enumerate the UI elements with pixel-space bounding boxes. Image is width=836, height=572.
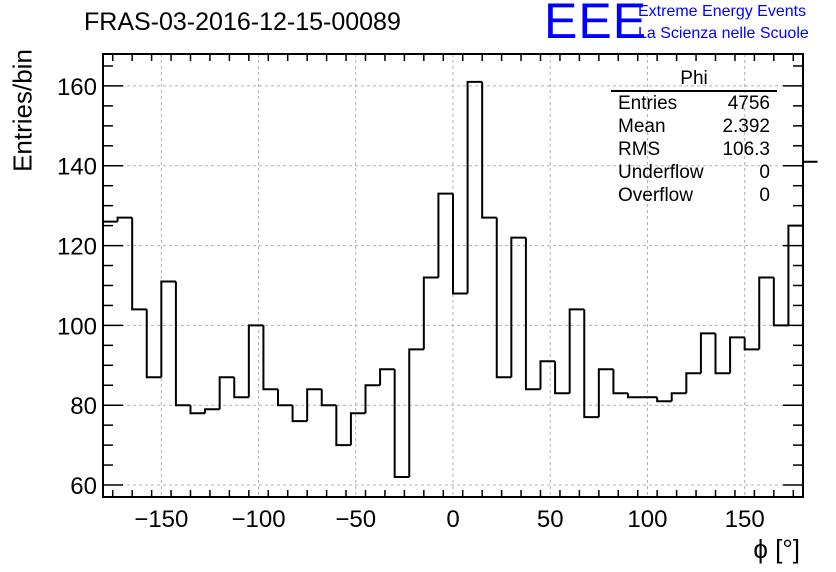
- histogram-bin: [729, 336, 745, 374]
- histogram-bin: [510, 236, 526, 378]
- histogram-bin: [656, 397, 672, 403]
- histogram-bin: [393, 369, 410, 479]
- histogram-bin: [218, 376, 235, 410]
- stats-row-mean: Mean 2.392: [611, 115, 777, 138]
- histogram-bin: [277, 389, 293, 407]
- stats-value: 106.3: [722, 139, 770, 160]
- histogram-bin: [699, 332, 716, 374]
- histogram-bars: [102, 80, 818, 497]
- eee-logo: EEE: [544, 0, 648, 49]
- x-axis-label: ϕ [°]: [753, 534, 800, 564]
- grid-lines: [103, 54, 803, 497]
- x-tick-label: 150: [725, 506, 765, 533]
- y-axis-label: Entries/bin: [7, 49, 38, 172]
- histogram-bin: [174, 281, 191, 407]
- stats-label: RMS: [618, 139, 661, 160]
- y-tick-label: 160: [57, 74, 97, 101]
- histogram-bin: [481, 81, 497, 219]
- x-tick-label: 100: [627, 506, 667, 533]
- x-tick-label: −150: [134, 506, 188, 533]
- histogram-bin: [466, 80, 483, 294]
- histogram-bin: [247, 324, 264, 398]
- histogram-bin: [320, 389, 337, 407]
- histogram-bin: [233, 377, 249, 399]
- tick-labels: −150 −100 −50 0 50 100 150 60 80 100 120 140 160: [57, 74, 765, 533]
- histogram-bin: [670, 392, 687, 402]
- stats-value: 0: [759, 162, 770, 183]
- histogram-bin: [772, 277, 789, 327]
- histogram-bin: [787, 224, 803, 326]
- y-tick-label: 60: [70, 473, 97, 500]
- stats-value: 0: [759, 185, 770, 206]
- stats-row-rms: RMS 106.3: [611, 138, 777, 161]
- histogram-bin: [379, 368, 395, 386]
- histogram-bin: [306, 388, 322, 422]
- stats-title: Phi: [611, 68, 777, 92]
- histogram-bin: [554, 361, 570, 395]
- histogram-bin: [612, 369, 628, 395]
- x-tick-label: 0: [446, 506, 459, 533]
- stats-label: Overflow: [618, 185, 693, 206]
- histogram-bin: [495, 217, 512, 379]
- x-tick-label: 50: [537, 506, 564, 533]
- histogram-bin: [145, 309, 162, 379]
- stats-row-entries: Entries 4756: [611, 92, 777, 115]
- histogram-bin: [364, 384, 381, 414]
- histogram-bin: [335, 405, 351, 447]
- histogram-bin: [291, 405, 308, 423]
- histogram-bin: [583, 309, 599, 419]
- histogram-bin: [743, 337, 760, 351]
- stats-value: 2.392: [722, 116, 770, 137]
- histogram-bin: [685, 372, 701, 394]
- stats-label: Mean: [618, 116, 666, 137]
- stats-row-overflow: Overflow 0: [611, 184, 777, 207]
- histogram-bin: [262, 325, 278, 391]
- histogram-bin: [597, 368, 614, 418]
- y-tick-label: 120: [57, 234, 97, 261]
- y-tick-label: 100: [57, 313, 97, 340]
- histogram-bin: [349, 412, 366, 446]
- histogram-bin: [116, 216, 133, 222]
- histogram-bin: [204, 408, 220, 414]
- y-tick-label: 140: [57, 154, 97, 181]
- stats-value: 4756: [727, 93, 770, 114]
- histogram-bin: [189, 405, 206, 415]
- stats-label: Entries: [618, 93, 678, 114]
- histogram-bin: [422, 276, 439, 350]
- logo-caption-line2: La Scienza nelle Scuole: [638, 25, 809, 42]
- histogram-bin: [408, 348, 424, 478]
- stats-row-underflow: Underflow 0: [611, 161, 777, 184]
- histogram-bin: [102, 220, 118, 497]
- histogram-bin: [160, 280, 176, 378]
- stats-box: Phi Entries 4756 Mean 2.392 RMS 106.3 Un…: [611, 68, 777, 207]
- histogram-bin: [131, 217, 147, 311]
- histogram-bin: [524, 237, 541, 391]
- x-tick-label: −50: [335, 506, 376, 533]
- histogram-bin: [437, 192, 453, 278]
- histogram-bin: [714, 333, 731, 375]
- histogram-bin: [452, 193, 468, 295]
- chart-title: FRAS-03-2016-12-15-00089: [84, 8, 401, 36]
- axis-ticks: [103, 54, 803, 497]
- histogram-bin: [802, 160, 818, 226]
- histogram-bin: [758, 276, 774, 350]
- histogram-bin: [627, 393, 643, 399]
- x-tick-label: −100: [232, 506, 286, 533]
- stats-label: Underflow: [618, 162, 704, 183]
- plot-frame: [102, 53, 804, 498]
- histogram-bin: [568, 308, 585, 394]
- logo-caption-line1: Extreme Energy Events: [638, 3, 807, 20]
- histogram-bin: [539, 360, 556, 390]
- y-tick-label: 80: [70, 393, 97, 420]
